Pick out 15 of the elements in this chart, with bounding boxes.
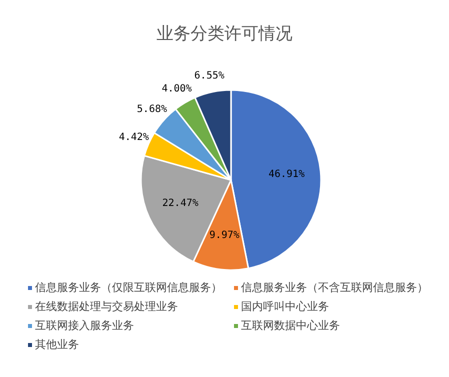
legend-label: 在线数据处理与交易处理业务 (35, 299, 178, 314)
legend-label: 信息服务业务（仅限互联网信息服务） (35, 280, 222, 295)
data-label: 6.55% (194, 70, 224, 82)
data-label: 4.42% (118, 132, 149, 144)
legend-label: 信息服务业务（不含互联网信息服务） (241, 280, 428, 295)
data-label: 22.47% (162, 198, 198, 209)
data-label: 46.91% (268, 169, 305, 180)
legend-label: 互联网接入服务业务 (35, 318, 134, 333)
data-label: 4.00% (162, 83, 192, 94)
data-label: 9.97% (209, 230, 240, 241)
legend-label: 其他业务 (35, 337, 79, 352)
chart-title: 业务分类许可情况 (156, 23, 294, 45)
legend-label: 国内呼叫中心业务 (241, 299, 329, 314)
legend-label: 互联网数据中心业务 (241, 318, 340, 333)
data-label: 5.68% (136, 104, 168, 115)
